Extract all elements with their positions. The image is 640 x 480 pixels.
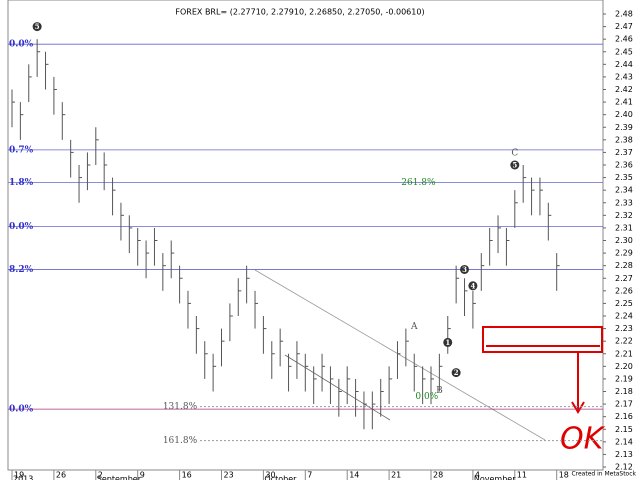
- red-arrow: [571, 352, 585, 414]
- y-tick-label: 2.35: [615, 173, 633, 182]
- wave-marker: [443, 337, 453, 347]
- x-tick-label: 4: [475, 471, 480, 480]
- month-label: September: [97, 475, 142, 480]
- x-tick-label: 16: [182, 471, 192, 480]
- y-tick-label: 2.44: [615, 60, 633, 69]
- wave-label: C: [511, 148, 518, 158]
- y-tick-label: 2.13: [615, 450, 633, 459]
- fib-label: 1.8%: [9, 178, 34, 188]
- y-tick-label: 2.42: [615, 85, 633, 94]
- channel-line: [254, 269, 546, 441]
- y-tick-label: 2.29: [615, 249, 633, 258]
- y-tick-label: 2.27: [615, 274, 633, 283]
- y-tick-label: 2.15: [615, 425, 633, 434]
- y-tick-label: 2.16: [615, 412, 633, 421]
- x-tick-label: 7: [307, 471, 312, 480]
- x-tick-label: 11: [517, 471, 527, 480]
- x-tick-label: 14: [349, 471, 359, 480]
- y-tick-label: 2.37: [615, 148, 633, 157]
- x-tick-label: 23: [224, 471, 234, 480]
- fib-label: 0.7%: [9, 145, 34, 155]
- x-tick-label: 28: [433, 471, 443, 480]
- y-tick-label: 2.40: [615, 110, 633, 119]
- wave-label: A: [410, 322, 418, 332]
- y-tick-label: 2.22: [615, 337, 633, 346]
- y-tick-label: 2.12: [615, 463, 633, 472]
- y-tick-label: 2.41: [615, 98, 633, 107]
- red-markup: [482, 326, 603, 414]
- month-label: November: [474, 475, 516, 480]
- y-tick-label: 2.36: [615, 161, 633, 170]
- y-tick-label: 2.28: [615, 261, 633, 270]
- wave-label: 3: [462, 265, 467, 274]
- y-tick-label: 2.38: [615, 135, 633, 144]
- wave-label: 4: [470, 281, 475, 290]
- plot-frame: [7, 0, 604, 471]
- y-tick-label: 2.25: [615, 299, 633, 308]
- y-tick-label: 2.23: [615, 324, 633, 333]
- red-box: [482, 326, 603, 353]
- fib-label: 0.0%: [9, 40, 34, 50]
- y-tick-label: 2.33: [615, 198, 633, 207]
- y-tick-label: 2.26: [615, 286, 633, 295]
- y-tick-label: 2.18: [615, 387, 633, 396]
- y-tick-label: 2.45: [615, 47, 633, 56]
- fib-label: 0.0%: [9, 405, 34, 415]
- wave-label: 5: [35, 22, 40, 31]
- y-tick-label: 2.34: [615, 186, 633, 195]
- wave-marker: [468, 281, 478, 291]
- month-label: 2013: [13, 475, 33, 480]
- y-tick-label: 2.43: [615, 72, 633, 81]
- extension-label: 161.8%: [163, 436, 198, 446]
- y-tick-label: 2.17: [615, 400, 633, 409]
- y-tick-label: 2.39: [615, 123, 633, 132]
- x-tick-label: 18: [559, 471, 569, 480]
- wave-marker: [32, 22, 42, 32]
- x-tick-label: 9: [140, 471, 145, 480]
- y-tick-label: 2.48: [615, 10, 633, 19]
- y-tick-label: 2.24: [615, 312, 633, 321]
- y-tick-label: 2.21: [615, 349, 633, 358]
- y-tick-label: 2.20: [615, 362, 633, 371]
- green-label: 0.0%: [415, 392, 438, 402]
- x-tick-label: 26: [56, 471, 66, 480]
- x-tick-label: 30: [265, 471, 275, 480]
- wave-label: B: [436, 386, 443, 396]
- green-label: 261.8%: [401, 178, 436, 188]
- wave-marker: [451, 368, 461, 378]
- wave-marker: [460, 264, 470, 274]
- fib-label: 8.2%: [9, 265, 34, 275]
- y-tick-label: 2.30: [615, 236, 633, 245]
- wave-label: 2: [454, 368, 459, 377]
- x-tick-label: 19: [14, 471, 24, 480]
- x-tick-label: 21: [391, 471, 401, 480]
- chart-title: FOREX BRL= (2.27710, 2.27910, 2.26850, 2…: [175, 8, 424, 17]
- y-tick-label: 2.46: [615, 35, 633, 44]
- fib-label: 0.0%: [9, 222, 34, 232]
- wave-label: 5: [512, 161, 517, 170]
- footer: Created in MetaStock: [571, 471, 636, 478]
- wave-label: 1: [445, 338, 450, 347]
- y-tick-label: 2.32: [615, 211, 633, 220]
- extension-label: 131.8%: [163, 402, 198, 412]
- handwritten-note: OK: [560, 422, 606, 457]
- y-tick-label: 2.14: [615, 437, 633, 446]
- wave-marker: [510, 160, 520, 170]
- y-tick-label: 2.47: [615, 22, 633, 31]
- month-label: October: [264, 475, 297, 480]
- y-tick-label: 2.31: [615, 223, 633, 232]
- x-tick-label: 2: [98, 471, 103, 480]
- y-tick-label: 2.19: [615, 374, 633, 383]
